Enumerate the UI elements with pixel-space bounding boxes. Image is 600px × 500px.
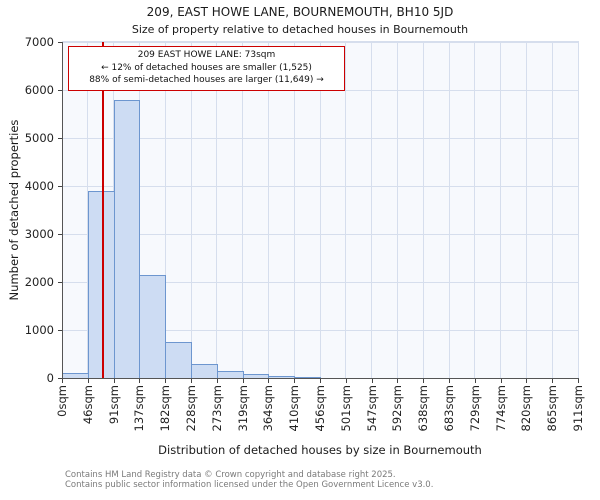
x-tick-mark: [500, 379, 502, 383]
x-tick-mark: [87, 379, 89, 383]
histogram-bar: [87, 190, 115, 378]
gridline-vertical: [371, 42, 373, 378]
x-tick-mark: [113, 379, 115, 383]
property-size-marker-line: [102, 42, 105, 378]
x-tick-mark: [165, 379, 167, 383]
x-tick-mark: [139, 379, 141, 383]
x-axis-line: [62, 378, 579, 379]
y-tick-mark: [58, 42, 62, 43]
y-tick-label: 6000: [24, 83, 54, 97]
x-tick-label: 228sqm: [184, 385, 198, 432]
x-tick-mark: [371, 379, 373, 383]
gridline-vertical: [500, 42, 502, 378]
x-tick-mark: [320, 379, 321, 383]
x-tick-mark: [397, 379, 399, 383]
y-tick-label: 3000: [24, 227, 54, 241]
y-tick-mark: [58, 378, 62, 379]
x-tick-mark: [552, 379, 554, 383]
x-tick-label: 137sqm: [132, 385, 147, 432]
x-tick-label: 456sqm: [313, 385, 327, 432]
x-tick-mark: [62, 379, 63, 383]
x-tick-mark: [449, 379, 450, 383]
histogram-bar: [294, 377, 321, 378]
x-tick-label: 182sqm: [158, 385, 173, 432]
x-tick-label: 774sqm: [493, 385, 508, 432]
gridline-vertical: [293, 42, 295, 378]
plot-area: [61, 41, 579, 379]
chart-title: 209, EAST HOWE LANE, BOURNEMOUTH, BH10 5…: [146, 5, 454, 19]
x-tick-label: 820sqm: [519, 385, 534, 432]
gridline-vertical: [474, 42, 476, 378]
histogram-bar: [191, 363, 218, 378]
x-axis-title: Distribution of detached houses by size …: [158, 443, 482, 457]
x-tick-mark: [578, 379, 579, 383]
y-tick-label: 5000: [24, 131, 54, 145]
gridline-vertical: [396, 42, 398, 378]
gridline-vertical: [551, 42, 553, 378]
plot-top-border: [62, 41, 579, 42]
attribution-line-1: Contains HM Land Registry data © Crown c…: [65, 470, 396, 480]
x-tick-label: 46sqm: [80, 385, 95, 425]
property-annotation-box: 209 EAST HOWE LANE: 73sqm ← 12% of detac…: [68, 46, 345, 91]
x-tick-mark: [474, 379, 476, 383]
x-tick-mark: [268, 379, 270, 383]
gridline-vertical: [242, 42, 244, 378]
gridline-vertical: [525, 42, 527, 378]
histogram-bar: [165, 342, 192, 378]
gridline-vertical: [345, 42, 347, 378]
x-tick-mark: [526, 379, 528, 383]
gridline-vertical: [422, 42, 424, 378]
x-tick-label: 364sqm: [261, 385, 276, 432]
annotation-line-1: 209 EAST HOWE LANE: 73sqm: [137, 50, 276, 60]
x-tick-mark: [345, 379, 347, 383]
gridline-vertical: [190, 42, 192, 378]
y-tick-mark: [58, 234, 62, 235]
x-tick-label: 638sqm: [416, 385, 431, 432]
y-tick-label: 2000: [24, 275, 54, 289]
y-tick-mark: [58, 330, 62, 331]
x-tick-mark: [294, 379, 296, 383]
x-tick-label: 410sqm: [287, 385, 302, 432]
plot-right-border: [578, 42, 579, 378]
x-tick-mark: [423, 379, 425, 383]
annotation-line-3: 88% of semi-detached houses are larger (…: [89, 75, 324, 85]
x-tick-label: 911sqm: [571, 385, 585, 432]
x-tick-mark: [216, 379, 218, 383]
gridline-vertical: [448, 42, 450, 378]
x-tick-label: 683sqm: [442, 385, 456, 432]
x-tick-mark: [191, 379, 192, 383]
x-tick-label: 319sqm: [235, 385, 250, 432]
x-tick-label: 547sqm: [364, 385, 379, 432]
histogram-bar: [113, 99, 141, 378]
x-tick-label: 501sqm: [338, 385, 353, 432]
x-tick-mark: [242, 379, 244, 383]
y-tick-label: 0: [46, 371, 54, 385]
y-tick-label: 7000: [24, 35, 54, 49]
y-tick-mark: [58, 282, 62, 283]
x-tick-label: 0sqm: [55, 385, 69, 417]
y-tick-mark: [58, 90, 62, 91]
gridline-vertical: [164, 42, 166, 378]
x-tick-label: 865sqm: [545, 385, 560, 432]
attribution-line-2: Contains public sector information licen…: [65, 480, 434, 490]
x-tick-label: 273sqm: [209, 385, 224, 432]
y-tick-label: 4000: [24, 179, 54, 193]
gridline-vertical: [216, 42, 218, 378]
x-tick-label: 592sqm: [390, 385, 405, 432]
x-tick-label: 729sqm: [467, 385, 482, 432]
gridline-vertical: [267, 42, 269, 378]
chart-subtitle: Size of property relative to detached ho…: [131, 23, 469, 36]
gridline-vertical: [319, 42, 321, 378]
histogram-bar: [139, 274, 167, 378]
y-tick-mark: [58, 138, 62, 139]
histogram-bar: [216, 370, 244, 378]
y-tick-label: 1000: [24, 323, 54, 337]
annotation-line-2: ← 12% of detached houses are smaller (1,…: [101, 62, 312, 73]
x-tick-label: 91sqm: [106, 385, 121, 425]
y-axis-line: [62, 42, 63, 379]
y-tick-mark: [58, 186, 62, 187]
